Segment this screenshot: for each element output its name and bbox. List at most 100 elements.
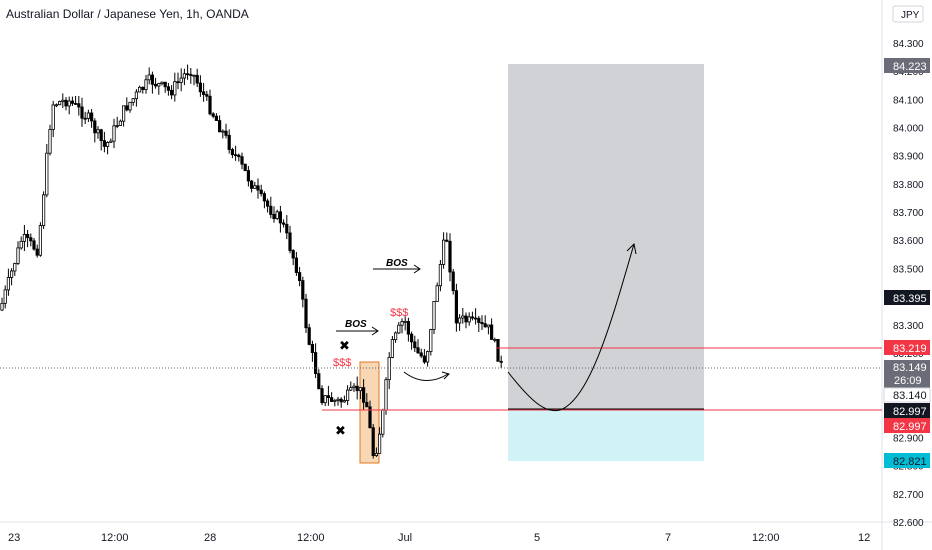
candle-body (230, 149, 234, 156)
candle-body (169, 89, 174, 96)
plot-area[interactable] (0, 0, 882, 522)
curved-arrow-small-head (441, 371, 450, 380)
candle-body (496, 339, 500, 362)
candle-body (185, 73, 190, 76)
candle-body (157, 83, 161, 87)
candle-body (42, 194, 46, 226)
candle-body (355, 385, 359, 392)
tag-mid-value[interactable]: 83.140 (883, 387, 931, 403)
candle-body (93, 120, 97, 134)
candle-body (246, 170, 250, 182)
tag-current-price[interactable]: 83.149 26:09 (884, 360, 930, 388)
tag-stop-level-text: 83.219 (893, 343, 927, 355)
candle-body (301, 280, 305, 300)
tag-mid-value-text: 83.140 (893, 390, 927, 402)
candle-body (297, 272, 302, 281)
candle-body (448, 240, 452, 273)
tag-current-price-text: 83.149 (893, 362, 927, 374)
candle-body (256, 185, 260, 191)
tag-last-swing[interactable]: 83.395 (884, 290, 930, 305)
candle-body (294, 257, 299, 273)
candle-body (80, 106, 84, 119)
tag-stop-loss[interactable]: 82.821 (884, 453, 930, 468)
price-tick-label: 83.500 (893, 264, 924, 275)
bos-lower-label: BOS (345, 319, 367, 330)
curved-arrow-small[interactable] (403, 371, 449, 381)
candle-body (384, 379, 388, 411)
time-axis[interactable]: 23 12:00 28 12:00 Jul 5 7 12:00 12 (8, 532, 870, 544)
candle-body (387, 356, 391, 381)
candle-body (464, 315, 468, 323)
candle-body (435, 285, 439, 302)
candle-body (217, 120, 222, 133)
candle-body (368, 406, 372, 429)
tag-entry-black-text: 82.997 (893, 406, 927, 418)
bos-upper-label: BOS (386, 258, 408, 269)
tag-take-profit[interactable]: 84.223 (884, 58, 930, 73)
time-label: 12 (858, 532, 870, 544)
candle-body (160, 81, 164, 84)
time-label: 12:00 (752, 532, 780, 544)
candle-body (361, 387, 366, 403)
candle-body (291, 250, 295, 259)
time-label: Jul (398, 532, 412, 544)
candle-body (358, 387, 363, 392)
candle-body (189, 73, 193, 76)
tag-entry-red-text: 82.997 (893, 421, 927, 433)
tag-entry-red[interactable]: 82.997 (884, 418, 930, 433)
candle-body (262, 193, 267, 202)
candle-body (86, 112, 90, 119)
candle-body (499, 360, 503, 363)
price-tick-label: 83.300 (893, 321, 924, 332)
tag-entry-black[interactable]: 82.997 (884, 403, 930, 418)
price-tick-label: 82.600 (893, 518, 924, 529)
candle-body (173, 81, 177, 96)
candle-body (38, 225, 43, 256)
candle-body (470, 316, 475, 319)
candle-body (461, 315, 465, 319)
candle-body (323, 395, 327, 404)
candle-body (272, 214, 276, 220)
price-tick-label: 83.800 (893, 180, 924, 191)
candle-body (179, 77, 183, 83)
time-label: 28 (204, 532, 216, 544)
candle-body (3, 289, 7, 304)
candle-body (16, 247, 20, 264)
target-zone[interactable] (508, 64, 704, 410)
bos-upper-arrowhead (413, 264, 421, 274)
candle-body (473, 317, 478, 320)
price-tick-label: 82.700 (893, 490, 924, 501)
candle-body (285, 223, 289, 234)
candle-body (243, 163, 247, 171)
candle-body (233, 154, 238, 157)
candle-body (413, 341, 417, 349)
candle-body (48, 129, 52, 154)
candle-body (419, 352, 423, 357)
candle-body (281, 222, 286, 225)
currency-button-label: JPY (901, 10, 920, 21)
candle-body (125, 105, 129, 111)
candle-body (74, 102, 78, 105)
candle-body (307, 327, 311, 345)
candle-body (54, 104, 59, 107)
candle-body (259, 189, 263, 195)
candle-body (403, 320, 407, 323)
candle-body (150, 74, 154, 85)
tag-stop-loss-text: 82.821 (893, 456, 927, 468)
candle-body (90, 112, 94, 122)
candle-body (58, 101, 62, 106)
candle-body (304, 298, 308, 329)
stop-zone[interactable] (508, 410, 704, 461)
symbol-title: Australian Dollar / Japanese Yen, 1h, OA… (6, 7, 249, 21)
candle-body (429, 329, 433, 352)
candle-body (137, 86, 142, 93)
price-tick-label: 84.000 (893, 124, 924, 135)
currency-button[interactable] (892, 5, 924, 23)
candle-body (32, 240, 36, 250)
projection-curve[interactable] (507, 243, 635, 412)
candle-body (483, 323, 487, 328)
tag-last-swing-text: 83.395 (893, 293, 927, 305)
tag-stop-level[interactable]: 83.219 (884, 340, 930, 355)
candle-body (96, 129, 100, 134)
